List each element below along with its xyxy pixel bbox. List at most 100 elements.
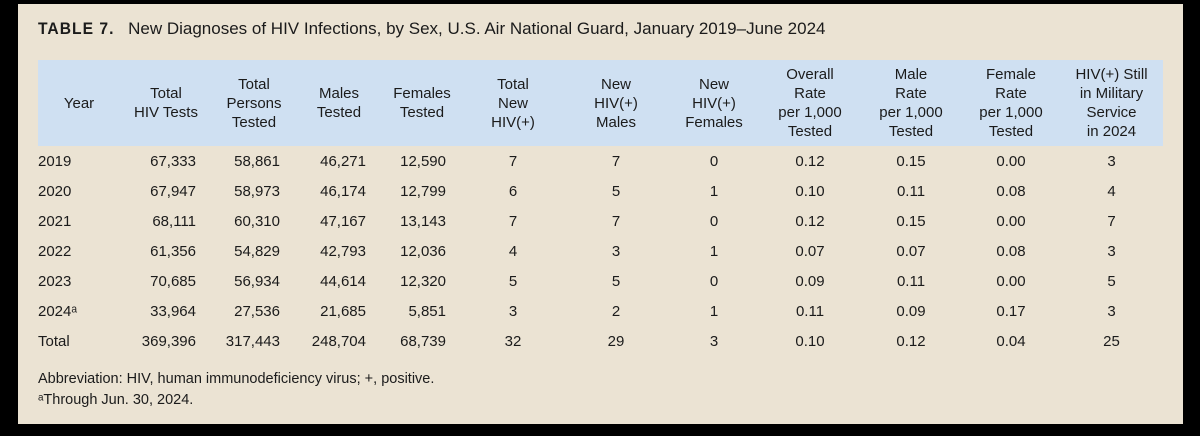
- table-cell: 2023: [38, 272, 72, 290]
- table-cell: 29: [607, 332, 625, 350]
- table-number-label: TABLE 7.: [38, 19, 115, 38]
- table-cell: 0.11: [896, 272, 926, 290]
- table-cell: 67,333: [150, 152, 196, 170]
- table-cell: 5: [611, 182, 621, 200]
- table-cell: 7: [508, 212, 518, 230]
- table-cell: 0.00: [996, 152, 1026, 170]
- table-cell: 0.17: [996, 302, 1026, 320]
- column-header-new-hiv-females: New HIV(+) Females: [668, 60, 760, 146]
- table-cell: 369,396: [141, 332, 196, 350]
- table-cell: 3: [709, 332, 719, 350]
- table-cell: 0.10: [795, 332, 825, 350]
- table-cell: 4: [508, 242, 518, 260]
- table-cell: Total: [38, 332, 70, 350]
- table-cell: 248,704: [311, 332, 366, 350]
- table-cell: 3: [1107, 152, 1116, 170]
- table-row-2023: 2023 70,685 56,934 44,614 12,320 5 5 0 0…: [38, 266, 1163, 296]
- table-cell: 13,143: [400, 212, 446, 230]
- footnotes: Abbreviation: HIV, human immunodeficienc…: [38, 369, 1183, 411]
- table-cell: 0.07: [896, 242, 926, 260]
- table-cell: 0.11: [795, 302, 825, 320]
- hiv-diagnoses-table: Year Total HIV Tests Total Persons Teste…: [38, 60, 1163, 356]
- table-cell: 0: [709, 272, 719, 290]
- table-cell: 5: [1107, 272, 1116, 290]
- table-cell: 2: [611, 302, 621, 320]
- header-row: Year Total HIV Tests Total Persons Teste…: [38, 60, 1163, 146]
- table-cell: 3: [1107, 302, 1116, 320]
- table-cell: 46,174: [320, 182, 366, 200]
- table-row-2024: 2024ᵃ 33,964 27,536 21,685 5,851 3 2 1 0…: [38, 296, 1163, 326]
- table-cell: 1: [709, 302, 719, 320]
- table-cell: 68,111: [152, 212, 196, 230]
- table-cell: 5: [611, 272, 621, 290]
- table-cell: 44,614: [320, 272, 366, 290]
- table-cell: 0: [709, 212, 719, 230]
- table-cell: 0.15: [896, 152, 926, 170]
- table-cell: 12,320: [400, 272, 446, 290]
- table-card: TABLE 7. New Diagnoses of HIV Infections,…: [18, 4, 1183, 424]
- table-cell: 1: [709, 182, 719, 200]
- table-cell: 2021: [38, 212, 72, 230]
- table-cell: 3: [1107, 242, 1116, 260]
- table-cell: 2022: [38, 242, 72, 260]
- table-cell: 7: [1107, 212, 1116, 230]
- table-row-2019: 2019 67,333 58,861 46,271 12,590 7 7 0 0…: [38, 146, 1163, 176]
- column-header-male-rate: Male Rate per 1,000 Tested: [860, 60, 962, 146]
- column-header-total-new-hiv: Total New HIV(+): [462, 60, 564, 146]
- table-cell: 3: [508, 302, 518, 320]
- table-cell: 0.15: [896, 212, 926, 230]
- table-cell: 0.12: [795, 212, 825, 230]
- table-cell: 42,793: [320, 242, 366, 260]
- table-cell: 4: [1107, 182, 1116, 200]
- table-cell: 25: [1103, 332, 1120, 350]
- table-cell: 58,861: [234, 152, 280, 170]
- table-cell: 0.10: [795, 182, 825, 200]
- table-cell: 21,685: [320, 302, 366, 320]
- column-header-female-rate: Female Rate per 1,000 Tested: [962, 60, 1060, 146]
- table-row-2020: 2020 67,947 58,973 46,174 12,799 6 5 1 0…: [38, 176, 1163, 206]
- table-cell: 0.12: [896, 332, 926, 350]
- table-cell: 56,934: [234, 272, 280, 290]
- table-cell: 0.08: [996, 242, 1026, 260]
- table-caption: TABLE 7. New Diagnoses of HIV Infections,…: [38, 18, 1183, 40]
- table-cell: 12,036: [400, 242, 446, 260]
- table-cell: 0.08: [996, 182, 1026, 200]
- table-cell: 0.04: [996, 332, 1026, 350]
- table-row-2021: 2021 68,111 60,310 47,167 13,143 7 7 0 0…: [38, 206, 1163, 236]
- table-cell: 12,590: [400, 152, 446, 170]
- table-cell: 33,964: [150, 302, 196, 320]
- column-header-year: Year: [38, 60, 120, 146]
- table-cell: 0.09: [896, 302, 926, 320]
- column-header-total-persons-tested: Total Persons Tested: [212, 60, 296, 146]
- table-cell: 0.12: [795, 152, 825, 170]
- column-header-males-tested: Males Tested: [296, 60, 382, 146]
- table-cell: 60,310: [234, 212, 280, 230]
- table-cell: 0.00: [996, 212, 1026, 230]
- table-cell: 67,947: [150, 182, 196, 200]
- table-cell: 54,829: [234, 242, 280, 260]
- column-header-total-hiv-tests: Total HIV Tests: [120, 60, 212, 146]
- table-cell: 0.07: [795, 242, 825, 260]
- table-cell: 47,167: [320, 212, 366, 230]
- table-cell: 5,851: [408, 302, 446, 320]
- table-cell: 70,685: [150, 272, 196, 290]
- table-title-text: New Diagnoses of HIV Infections, by Sex,…: [128, 19, 826, 38]
- table-cell: 32: [504, 332, 522, 350]
- footnote-a: ᵃThrough Jun. 30, 2024.: [38, 392, 194, 408]
- table-row-2022: 2022 61,356 54,829 42,793 12,036 4 3 1 0…: [38, 236, 1163, 266]
- table-cell: 0.00: [996, 272, 1026, 290]
- table-cell: 7: [611, 212, 621, 230]
- column-header-females-tested: Females Tested: [382, 60, 462, 146]
- table-cell: 2019: [38, 152, 72, 170]
- table-cell: 1: [709, 242, 719, 260]
- table-cell: 0.11: [896, 182, 926, 200]
- table-cell: 7: [508, 152, 518, 170]
- table-cell: 12,799: [400, 182, 446, 200]
- table-cell: 27,536: [234, 302, 280, 320]
- table-cell: 2024ᵃ: [38, 302, 77, 320]
- table-cell: 61,356: [150, 242, 196, 260]
- table-cell: 317,443: [225, 332, 280, 350]
- table-cell: 58,973: [234, 182, 280, 200]
- table-cell: 0: [709, 152, 719, 170]
- column-header-new-hiv-males: New HIV(+) Males: [564, 60, 668, 146]
